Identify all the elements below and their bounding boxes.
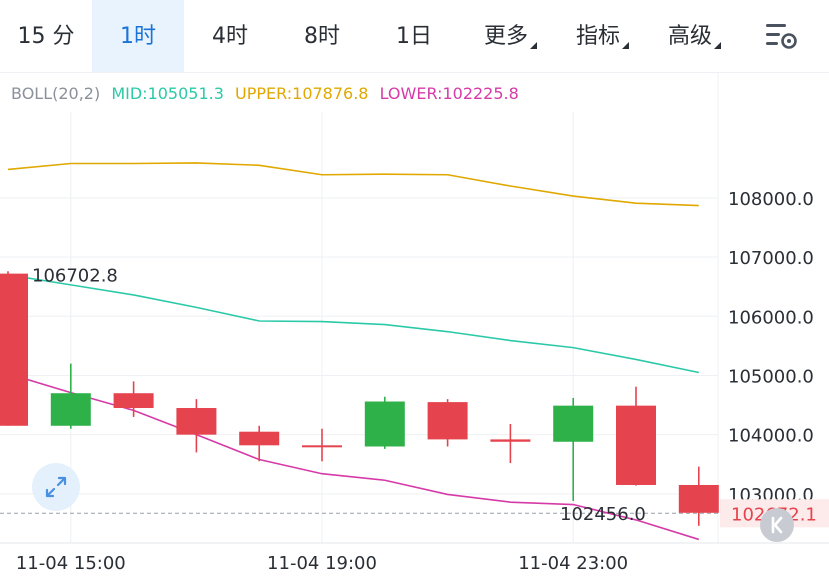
dropdown-caret-icon [714,42,721,49]
chart-settings-icon [766,24,797,49]
expand-chart-button[interactable] [32,463,80,511]
candle-body-down [0,273,28,426]
candlestick-chart[interactable]: 108000.0 107000.0 106000.0 105000.0 104000.0… [0,72,829,582]
boll-mid-line [7,274,699,374]
tab-more[interactable]: 更多 [460,0,552,72]
candle-body-down [616,405,656,485]
k-chevron-left-icon [771,516,783,534]
x-tick-label: 11-04 19:00 [267,553,377,574]
y-tick-label: 106000.0 [728,307,814,328]
boll-upper-line [7,162,699,207]
candle-body-up [364,401,405,447]
candle-body-down [427,402,468,440]
interval-tab-bar: 15 分 1时 4时 8时 1日 更多 指标 高级 [0,0,829,73]
candle-body-up [553,405,594,442]
candle-body-up [50,393,91,426]
y-tick-label: 105000.0 [728,366,814,387]
dropdown-caret-icon [622,42,629,49]
tab-15min[interactable]: 15 分 [17,24,75,49]
low-price-label: 102456.0 [560,504,646,525]
candle-body-down [302,445,342,448]
candle-body-down [490,439,531,442]
tab-4h[interactable]: 4时 [212,24,248,49]
candle-body-down [176,408,217,435]
x-tick-label: 11-04 15:00 [16,553,126,574]
x-tick-label: 11-04 23:00 [518,553,628,574]
tab-1d[interactable]: 1日 [396,24,432,49]
boll-mid-value: MID:105051.3 [111,84,224,103]
tab-advanced[interactable]: 高级 [644,0,736,72]
tab-more-label: 更多 [483,24,528,49]
y-tick-label: 107000.0 [728,248,814,269]
dropdown-caret-icon [530,42,537,49]
tab-8h[interactable]: 8时 [304,24,340,49]
tab-indicators[interactable]: 指标 [552,0,644,72]
boll-lower-value: LOWER:102225.8 [379,84,519,103]
candle-body-down [113,393,154,409]
tab-1h[interactable]: 1时 [92,0,184,72]
tab-advanced-label: 高级 [667,24,712,49]
candle-body-down [678,484,719,513]
expand-arrows-icon [45,476,67,498]
boll-legend: BOLL(20,2) MID:105051.3 UPPER:107876.8 L… [11,84,525,103]
high-price-label: 106702.8 [32,266,118,287]
tab-indicators-label: 指标 [575,24,620,49]
collapse-indicator-button[interactable] [760,508,794,542]
y-tick-label: 108000.0 [728,189,814,210]
y-tick-label: 104000.0 [728,426,814,447]
chart-settings-button[interactable] [756,14,804,58]
boll-upper-value: UPPER:107876.8 [235,84,369,103]
boll-indicator-name: BOLL(20,2) [11,84,101,103]
candle-body-down [239,431,280,446]
